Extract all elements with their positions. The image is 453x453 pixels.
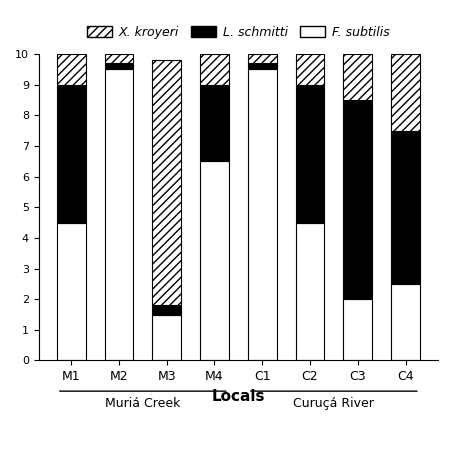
X-axis label: Locals: Locals <box>212 389 265 404</box>
Bar <box>343 299 372 361</box>
Bar <box>200 85 229 161</box>
Bar <box>343 100 372 299</box>
Bar <box>391 131 420 284</box>
Bar <box>200 54 229 85</box>
Text: Muriá Creek: Muriá Creek <box>105 397 181 410</box>
Bar <box>248 63 277 69</box>
Bar <box>57 85 86 222</box>
Bar <box>152 305 181 314</box>
Bar <box>105 63 133 69</box>
Bar <box>105 54 133 63</box>
Bar <box>57 222 86 361</box>
Bar <box>57 54 86 85</box>
Bar <box>391 284 420 361</box>
Bar <box>343 54 372 100</box>
Bar <box>248 69 277 361</box>
Bar <box>105 69 133 361</box>
Bar <box>391 54 420 131</box>
Bar <box>248 54 277 63</box>
Bar <box>152 60 181 305</box>
Bar <box>200 161 229 361</box>
Bar <box>296 85 324 222</box>
Bar <box>296 222 324 361</box>
Bar <box>296 54 324 85</box>
Legend: X. kroyeri, L. schmitti, F. subtilis: X. kroyeri, L. schmitti, F. subtilis <box>82 20 395 43</box>
Text: Curuçá River: Curuçá River <box>294 397 374 410</box>
Bar <box>152 314 181 361</box>
